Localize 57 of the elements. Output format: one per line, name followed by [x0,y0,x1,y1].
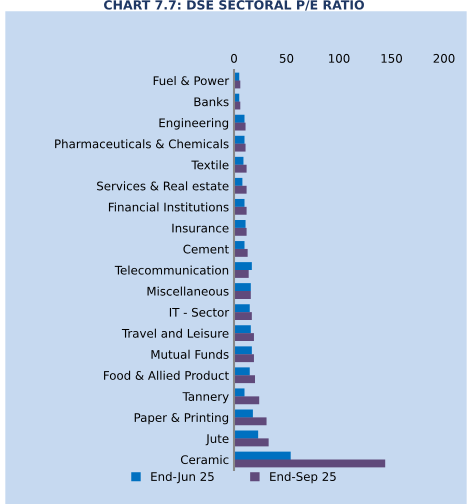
bar [234,283,251,292]
y-tick-label: Services & Real estate [97,181,229,190]
y-tick-label: Miscellaneous [148,286,229,296]
bar [234,122,246,131]
bar [234,178,242,186]
bar [234,114,244,123]
y-tick-label: Financial Institutions [108,202,229,212]
bar [234,220,246,228]
y-tick-label: Travel and Leisure [122,328,229,338]
bar [234,262,252,270]
chart-title: CHART 7.7: DSE SECTORAL P/E RATIO [104,0,364,11]
bar [234,409,253,418]
bar [234,459,386,468]
x-tick-label: 100 [329,54,350,63]
x-tick-label: 0 [231,54,237,63]
y-tick-label: Fuel & Power [154,76,230,86]
bar [234,417,267,426]
bar [234,396,260,404]
y-tick-label: Paper & Printing [134,412,228,424]
y-tick-label: Jute [206,434,229,446]
bar [234,198,244,207]
y-tick-label: Food & Allied Product [104,370,229,380]
legend-label: End-Sep 25 [270,472,336,484]
y-tick-label: Textile [191,160,229,170]
bar [234,354,254,362]
y-tick-label: Cement [183,244,229,254]
bar [234,333,254,342]
y-tick-label: Banks [194,97,229,106]
bar [234,270,249,278]
y-tick-label: Telecommunication [114,266,228,275]
bar [234,304,250,312]
bar [234,367,250,376]
bar [234,388,244,396]
bar [234,325,251,334]
bar [234,228,247,236]
bar [234,241,244,249]
y-tick-label: Tannery [182,392,229,404]
bar [234,312,252,320]
bar [234,144,246,152]
y-tick-label: Mutual Funds [152,350,229,359]
y-tick-label: Insurance [172,224,229,233]
bar [234,248,248,257]
y-tick-label: Ceramic [180,454,228,464]
x-tick-label: 50 [280,54,294,63]
x-tick-label: 200 [434,54,454,63]
bar [234,430,258,438]
bar [234,291,251,299]
y-tick-label: IT - Sector [170,308,230,317]
bar [234,164,247,173]
y-tick-label: Pharmaceuticals & Chemicals [55,139,229,148]
bar [234,438,269,446]
y-tick-label: Engineering [159,118,228,130]
legend-label: End-Jun 25 [151,472,214,484]
bar [234,452,291,460]
bar [234,346,252,354]
bar [234,375,255,384]
x-tick-label: 150 [382,54,402,63]
